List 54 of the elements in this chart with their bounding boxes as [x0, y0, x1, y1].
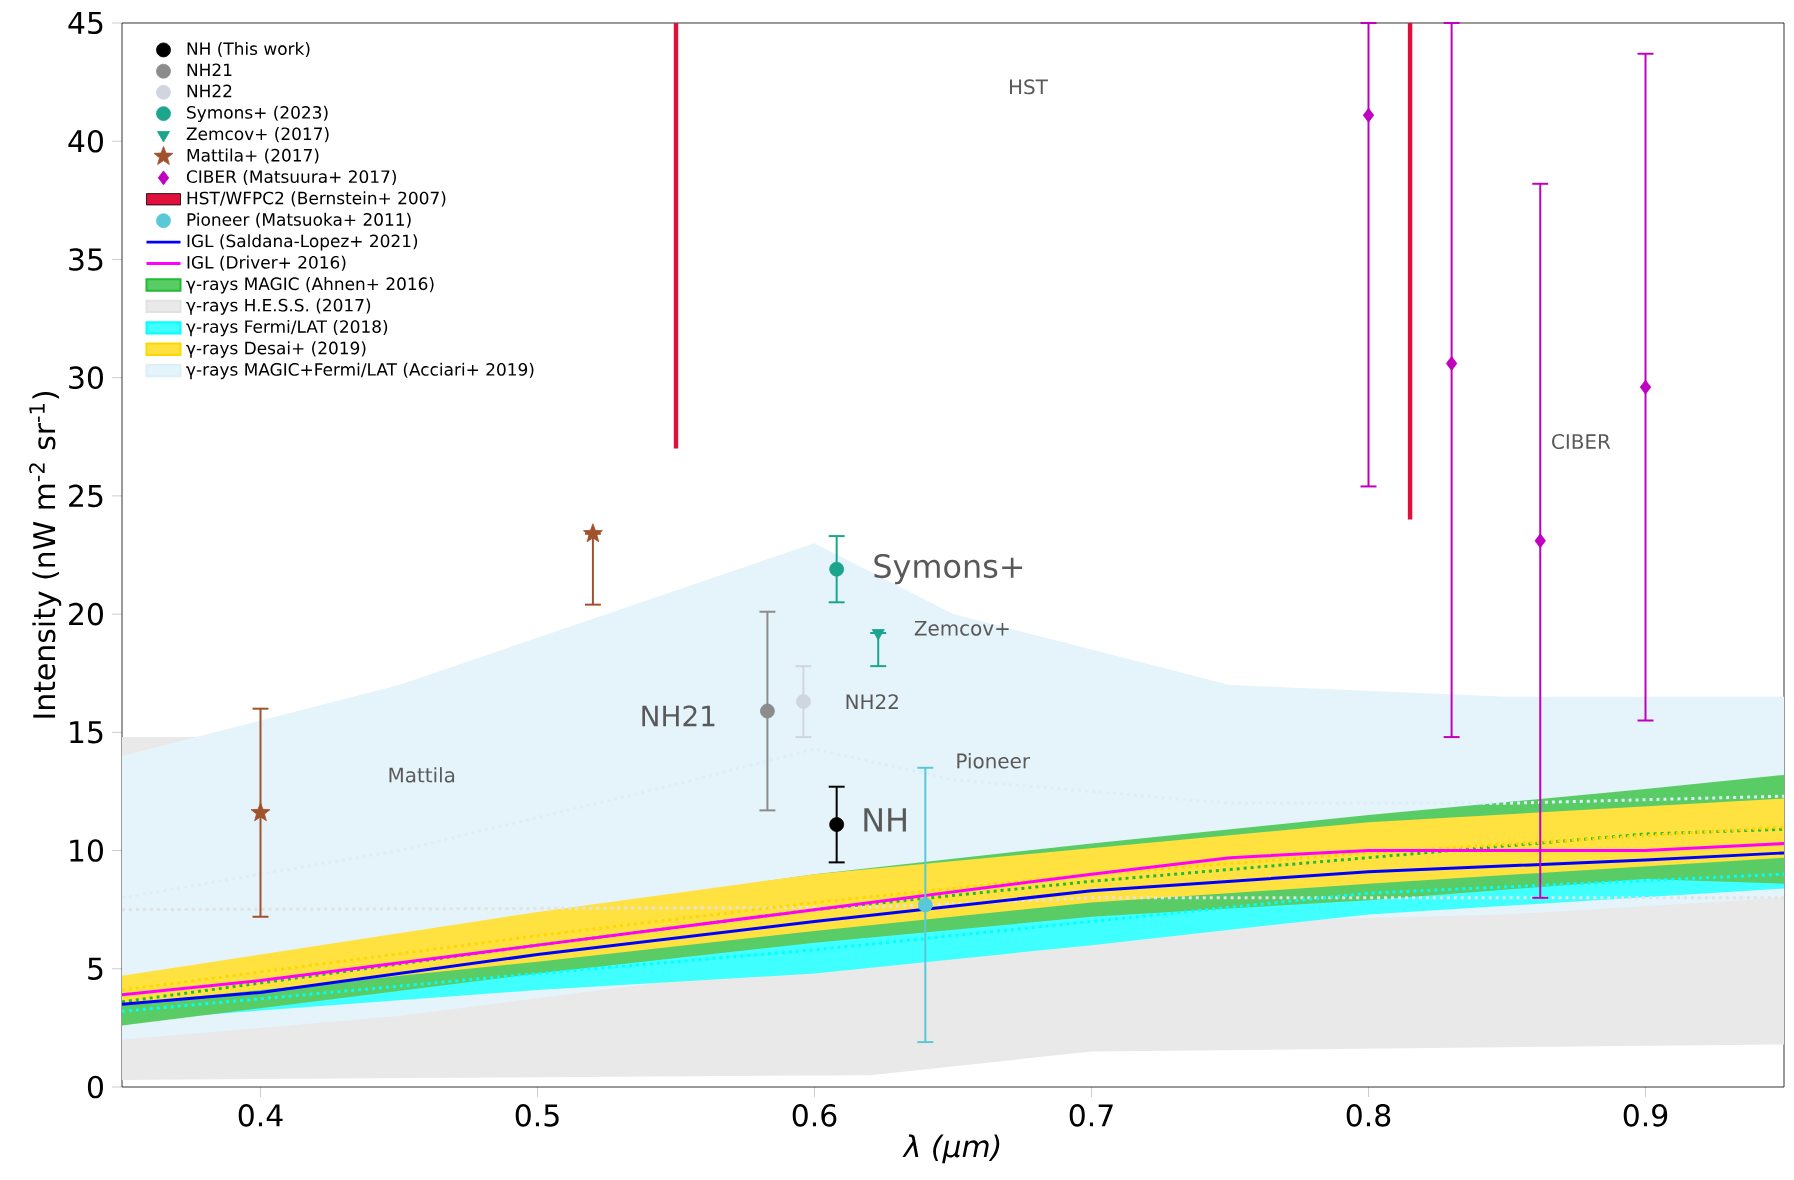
point: [760, 703, 775, 719]
x-tick-label: 0.9: [1623, 1104, 1668, 1127]
annotation: NH21: [642, 705, 715, 727]
point: [250, 802, 271, 822]
y-tick-label: 20: [69, 602, 103, 626]
annotation: Pioneer: [957, 752, 1031, 769]
legend-label: γ-rays MAGIC+Fermi/LAT (Acciari+ 2019): [186, 362, 534, 380]
y-tick-label: 35: [69, 248, 103, 271]
x-axis-title: λ (μm): [902, 1134, 1000, 1164]
legend-label: HST/WFPC2 (Bernstein+ 2007): [187, 191, 446, 207]
x-tick-label: 0.8: [1346, 1104, 1391, 1127]
annotation: NH: [864, 808, 906, 832]
annotation: Zemcov+: [914, 620, 1009, 636]
legend-label: Pioneer (Matsuoka+ 2011): [187, 212, 411, 228]
annotation: Symons+: [874, 554, 1023, 585]
legend-label: γ-rays Fermi/LAT (2018): [186, 319, 388, 337]
y-tick-label: 15: [70, 721, 103, 744]
legend-label: IGL (Driver+ 2016): [187, 255, 346, 271]
point: [1639, 379, 1652, 395]
y-tick-label: 5: [88, 957, 103, 980]
point: [1362, 107, 1375, 123]
legend-label: NH22: [187, 84, 232, 98]
point: [796, 694, 811, 709]
point: [1445, 356, 1458, 371]
legend-label: γ-rays H.E.S.S. (2017): [186, 298, 371, 315]
y-tick-label: 45: [68, 11, 103, 35]
legend-label: γ-rays Desai+ (2019): [186, 341, 366, 358]
legend-label: IGL (Saldana-Lopez+ 2021): [187, 234, 418, 251]
point: [583, 523, 603, 543]
legend-label: Mattila+ (2017): [187, 148, 319, 164]
point: [829, 561, 845, 577]
legend-label: NH (This work): [187, 42, 310, 58]
x-tick-label: 0.4: [238, 1104, 283, 1127]
y-tick-label: 30: [69, 366, 103, 389]
annotation: Mattila: [389, 767, 455, 783]
annotation: CIBER: [1552, 433, 1611, 450]
y-axis-title: Intensity (nW m$^{-2}$ sr$^{-1}$): [29, 392, 62, 718]
point: [917, 897, 933, 913]
legend-label: NH21: [187, 63, 232, 76]
legend-label: γ-rays MAGIC (Ahnen+ 2016): [186, 277, 434, 294]
x-tick-label: 0.5: [515, 1104, 559, 1127]
legend-label: Symons+ (2023): [187, 105, 328, 123]
y-tick-label: 10: [70, 839, 103, 862]
x-tick-label: 0.7: [1069, 1104, 1113, 1127]
y-tick-label: 40: [68, 129, 103, 153]
point: [829, 817, 845, 832]
annotation: NH22: [846, 694, 898, 709]
point: [1534, 533, 1546, 549]
annotation: HST: [1010, 79, 1048, 95]
y-tick-label: 0: [87, 1075, 103, 1099]
x-tick-label: 0.6: [792, 1104, 837, 1127]
y-tick-label: 25: [69, 484, 103, 508]
legend-label: Zemcov+ (2017): [186, 127, 329, 143]
legend-label: CIBER (Matsuura+ 2017): [186, 169, 396, 185]
